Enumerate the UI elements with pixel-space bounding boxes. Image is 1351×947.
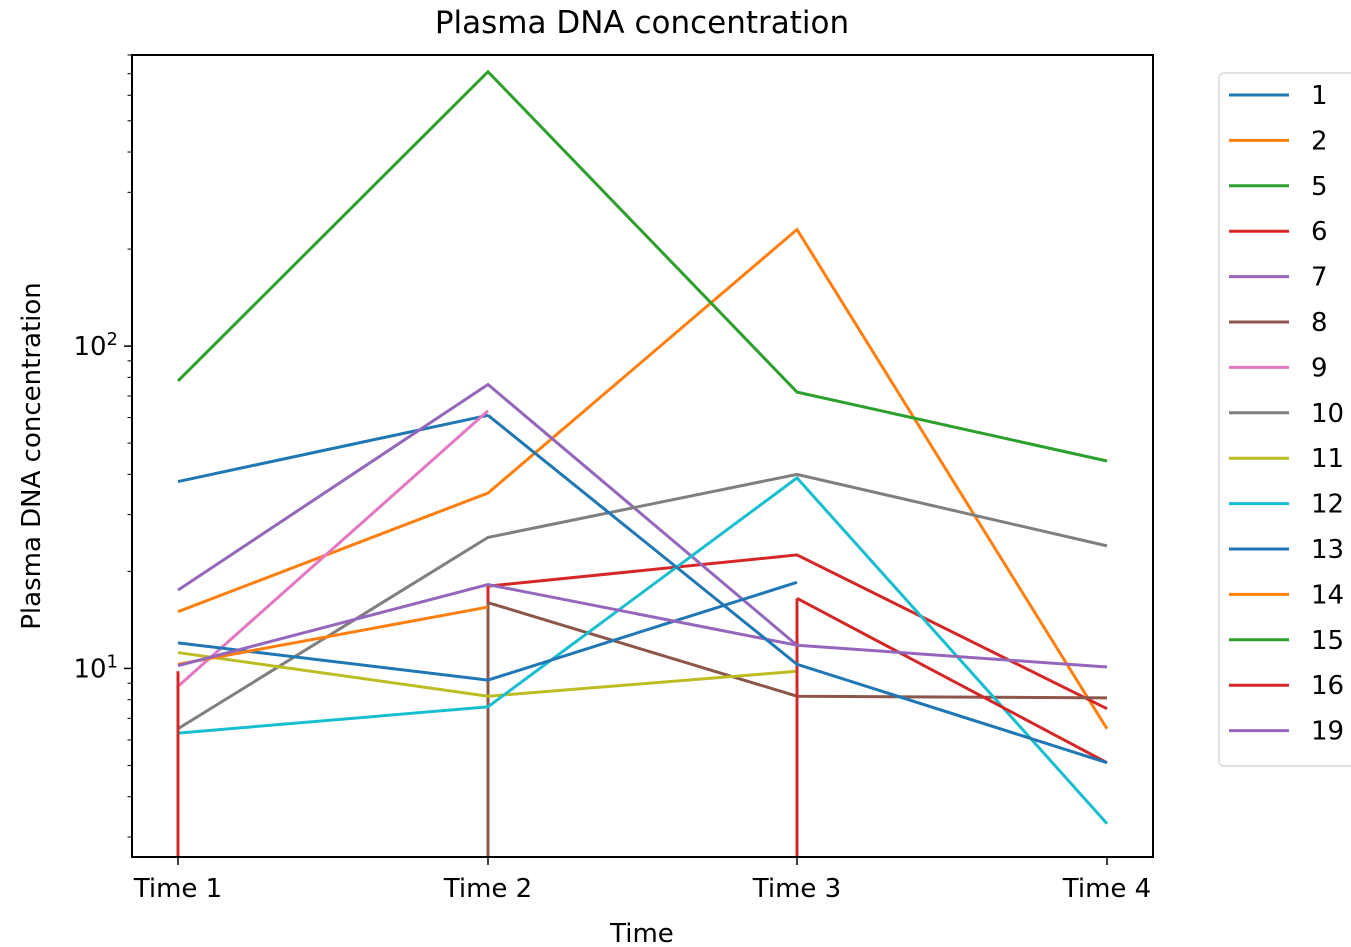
legend-label: 14 [1311,580,1344,610]
legend-label: 2 [1311,126,1328,156]
series-lines [176,69,1109,857]
series-line-1 [177,413,489,484]
x-axis-label: Time [609,919,674,947]
legend-label: 13 [1311,535,1344,565]
series-line-19 [177,583,1108,669]
legend-label: 11 [1311,444,1344,474]
series-line-6 [487,553,1108,711]
series-line-12 [177,475,1109,825]
series-line-9 [177,409,489,688]
legend-label: 19 [1311,717,1344,747]
x-tick-label: Time 2 [443,874,532,904]
series-line-2 [177,227,1109,730]
legend-label: 10 [1311,399,1344,429]
y-axis: 101 102 [73,54,132,838]
series-line-1 [487,414,1108,765]
x-tick-label: Time 1 [133,874,222,904]
y-tick-label: 102 [73,329,118,362]
legend-label: 6 [1311,217,1328,247]
y-tick-label: 101 [73,651,118,684]
series-line-7 [177,382,798,647]
legend-label: 1 [1311,81,1328,111]
legend-label: 8 [1311,308,1328,338]
legend-label: 12 [1311,490,1344,520]
legend-label: 15 [1311,626,1344,656]
series-line-13 [177,580,798,682]
legend-label: 9 [1311,353,1328,383]
legend-label: 7 [1311,263,1328,293]
plot-frame [131,54,1154,858]
x-tick-label: Time 4 [1062,874,1151,904]
x-tick-label: Time 3 [752,874,841,904]
legend-label: 5 [1311,172,1328,202]
x-axis: Time 1 Time 2 Time 3 Time 4 [133,857,1151,904]
legend-frame [1218,72,1351,767]
series-line-10 [177,472,1108,731]
legend-label: 16 [1311,671,1344,701]
series-line-16 [796,596,1108,765]
series-line-14 [177,605,489,666]
chart-title: Plasma DNA concentration [435,5,849,41]
y-axis-label: Plasma DNA concentration [17,282,47,630]
series-line-11 [177,651,798,698]
series-line-5 [176,69,1108,463]
